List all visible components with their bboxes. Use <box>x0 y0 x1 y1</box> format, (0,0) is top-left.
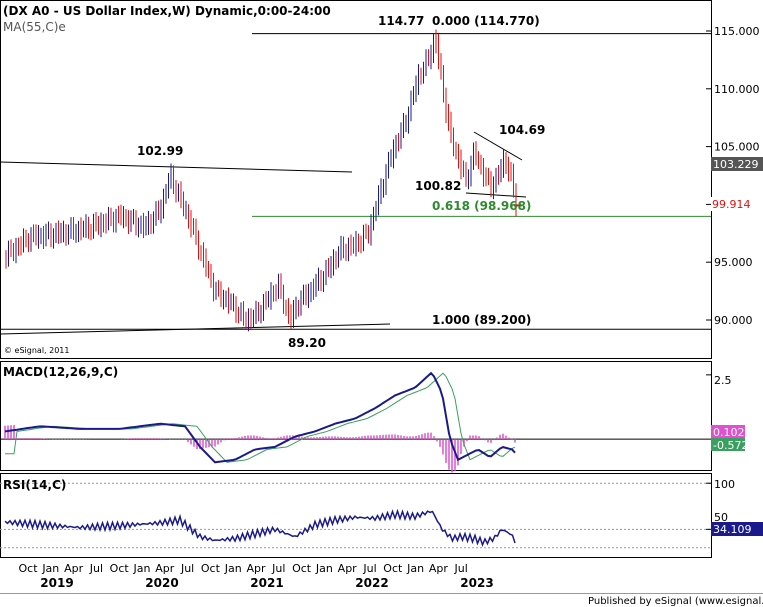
price-trendlines <box>0 33 711 335</box>
annotation-89-20: 89.20 <box>288 336 326 350</box>
x-month-label: Oct <box>383 562 403 575</box>
copyright-text: © eSignal, 2011 <box>4 346 69 355</box>
macd-line <box>4 371 516 464</box>
rsi-value-box <box>711 522 763 536</box>
annotation-114-77: 114.77 <box>378 14 424 28</box>
rsi-tick-50: 50 <box>714 511 728 524</box>
resistance-trendline <box>0 161 353 173</box>
x-year-label: 2023 <box>460 576 493 590</box>
macd-hist-value-label: 0.102 <box>713 426 745 439</box>
price-panel-frame <box>0 0 712 359</box>
rsi-title: RSI(14,C) <box>3 478 66 492</box>
x-month-label: Apr <box>246 562 266 575</box>
annotation-fib-1: 1.000 (89.200) <box>432 313 531 327</box>
rsi-value-label: 34.109 <box>713 523 752 536</box>
macd-value-box <box>711 438 745 451</box>
rsi-line <box>4 508 516 548</box>
rsi-grid <box>0 482 711 549</box>
channel-lower-line <box>465 192 527 198</box>
x-month-label: Jul <box>89 562 103 575</box>
x-month-label: Jul <box>454 562 468 575</box>
x-month-label: Oct <box>18 562 38 575</box>
macd-lines <box>4 371 516 464</box>
x-month-label: Jan <box>41 562 59 575</box>
x-month-label: Jul <box>180 562 194 575</box>
price-tick-label: 90.000 <box>714 314 753 327</box>
rsi-polyline <box>4 508 516 548</box>
x-year-label: 2020 <box>145 576 178 590</box>
macd-title: MACD(12,26,9,C) <box>3 365 118 379</box>
ma-label: MA(55,C)e <box>3 20 66 34</box>
macd-histogram <box>0 374 711 473</box>
annotation-fib-0: 0.000 (114.770) <box>432 14 540 28</box>
price-tick-label: 115.000 <box>714 25 760 38</box>
x-month-label: Oct <box>292 562 312 575</box>
x-month-label: Apr <box>155 562 175 575</box>
x-month-label: Apr <box>338 562 358 575</box>
x-month-label: Jan <box>315 562 333 575</box>
close-value-label: 99.914 <box>712 198 751 211</box>
ma-value-label: 103.229 <box>713 158 759 171</box>
support-trendline <box>0 323 391 335</box>
annotation-fib-618: 0.618 (98.968) <box>432 199 531 213</box>
ma-value-box <box>711 157 763 171</box>
time-axis: Oct Jan Apr Jul Oct Jan Apr Jul Oct Jan Apr Jul Oct J… <box>18 562 493 590</box>
x-month-label: Apr <box>429 562 449 575</box>
x-year-label: 2021 <box>250 576 283 590</box>
x-month-label: Oct <box>201 562 221 575</box>
x-month-label: Jan <box>406 562 424 575</box>
price-tick-label: 110.000 <box>714 83 760 96</box>
footer-text: Published by eSignal (www.esignal.com) <box>588 596 763 607</box>
close-value-box <box>711 197 763 211</box>
x-year-label: 2019 <box>40 576 73 590</box>
price-tick-label: 95.000 <box>714 256 753 269</box>
x-month-label: Apr <box>64 562 84 575</box>
x-month-label: Jan <box>133 562 151 575</box>
price-tick-label: 105.000 <box>714 141 760 154</box>
macd-tick-2-5: 2.5 <box>714 374 732 387</box>
macd-value-label: -0.572 <box>713 439 748 452</box>
price-title: (DX A0 - US Dollar Index,W) Dynamic,0:00… <box>3 4 331 18</box>
x-month-label: Jul <box>271 562 285 575</box>
rsi-tick-100: 100 <box>714 478 735 491</box>
annotation-104-69: 104.69 <box>499 123 545 137</box>
macd-hist-value-box <box>711 425 745 438</box>
x-month-label: Oct <box>110 562 130 575</box>
x-month-label: Jan <box>224 562 242 575</box>
annotation-100-82: 100.82 <box>415 179 461 193</box>
price-candles <box>5 29 522 332</box>
x-year-label: 2022 <box>355 576 388 590</box>
channel-upper-line <box>473 131 523 161</box>
x-month-label: Jul <box>362 562 376 575</box>
macd-panel-frame <box>0 361 712 471</box>
annotation-102-99: 102.99 <box>137 144 183 158</box>
rsi-panel-frame <box>0 473 712 558</box>
